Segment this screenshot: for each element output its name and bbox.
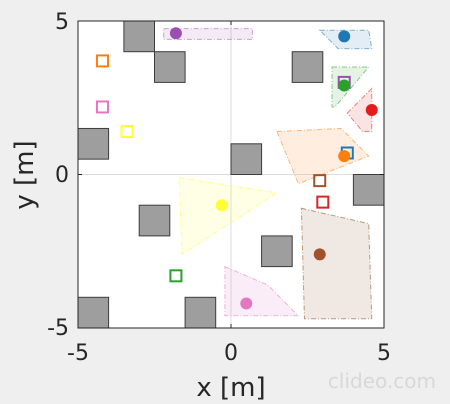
y-tick-label-max: 5: [55, 10, 69, 35]
obstacle-6: [138, 204, 171, 237]
robot-marker-4: [338, 150, 351, 163]
x-tick-label-mid: 0: [224, 341, 238, 366]
goal-marker-6: [316, 195, 330, 209]
robot-marker-3: [365, 104, 378, 117]
obstacle-0: [123, 20, 156, 53]
region-4: [276, 127, 370, 185]
obstacle-2: [291, 51, 324, 83]
robot-marker-7: [240, 297, 253, 310]
goal-marker-5: [313, 174, 327, 188]
x-tick-label-min: -5: [67, 341, 89, 366]
y-axis-label: y [m]: [10, 140, 40, 209]
robot-regions: [163, 28, 373, 320]
robot-marker-6: [313, 248, 326, 261]
goal-marker-1: [95, 100, 109, 114]
obstacle-1: [154, 51, 186, 83]
obstacle-5: [352, 174, 385, 206]
robot-marker-1: [338, 30, 351, 43]
y-tick-label-min: -5: [47, 316, 69, 341]
axis-ticks: [77, 20, 385, 329]
robot-markers: [169, 27, 378, 310]
robot-marker-0: [169, 27, 182, 40]
goal-marker-0: [95, 54, 109, 68]
robot-marker-2: [338, 79, 351, 92]
obstacles: [77, 20, 385, 329]
region-5: [178, 176, 279, 256]
goal-marker-7: [169, 269, 183, 283]
goal-marker-2: [120, 125, 134, 139]
obstacle-7: [261, 235, 293, 268]
watermark: clideo.com: [328, 369, 436, 393]
x-tick-label-max: 5: [377, 341, 391, 366]
region-0: [163, 28, 253, 40]
obstacle-9: [184, 296, 217, 329]
x-axis-label: x [m]: [196, 373, 265, 403]
obstacle-3: [77, 127, 110, 160]
robot-marker-5: [215, 199, 228, 212]
region-6: [300, 207, 373, 320]
obstacle-4: [230, 143, 263, 176]
y-tick-label-mid: 0: [55, 163, 69, 188]
obstacle-8: [77, 296, 110, 329]
region-3: [346, 87, 373, 133]
